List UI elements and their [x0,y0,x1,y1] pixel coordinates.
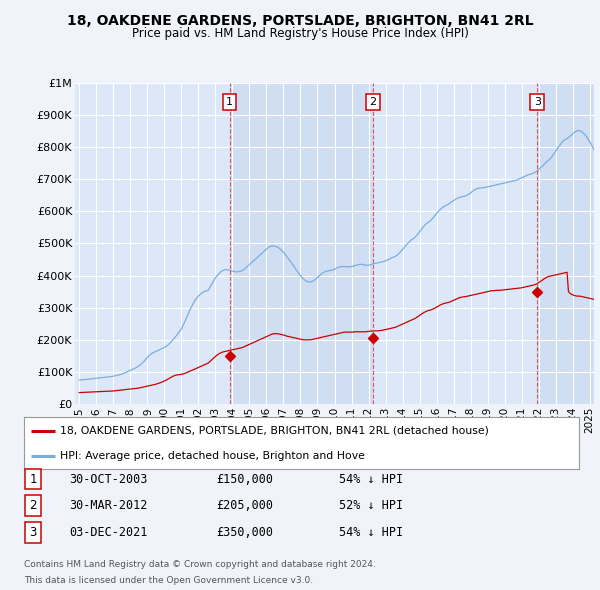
Text: 3: 3 [29,526,37,539]
Text: This data is licensed under the Open Government Licence v3.0.: This data is licensed under the Open Gov… [24,576,313,585]
Text: £350,000: £350,000 [216,526,273,539]
Text: 54% ↓ HPI: 54% ↓ HPI [339,473,403,486]
Text: HPI: Average price, detached house, Brighton and Hove: HPI: Average price, detached house, Brig… [60,451,365,461]
Text: £150,000: £150,000 [216,473,273,486]
Text: 30-OCT-2003: 30-OCT-2003 [69,473,148,486]
Bar [537,83,594,404]
Text: 52% ↓ HPI: 52% ↓ HPI [339,499,403,512]
Text: £205,000: £205,000 [216,499,273,512]
Bar [230,83,373,404]
Text: Price paid vs. HM Land Registry's House Price Index (HPI): Price paid vs. HM Land Registry's House … [131,27,469,40]
Text: 30-MAR-2012: 30-MAR-2012 [69,499,148,512]
Text: 18, OAKDENE GARDENS, PORTSLADE, BRIGHTON, BN41 2RL: 18, OAKDENE GARDENS, PORTSLADE, BRIGHTON… [67,14,533,28]
Text: 1: 1 [29,473,37,486]
Text: 03-DEC-2021: 03-DEC-2021 [69,526,148,539]
Text: Contains HM Land Registry data © Crown copyright and database right 2024.: Contains HM Land Registry data © Crown c… [24,559,376,569]
Text: 2: 2 [369,97,376,107]
Text: 2: 2 [29,499,37,512]
Text: 18, OAKDENE GARDENS, PORTSLADE, BRIGHTON, BN41 2RL (detached house): 18, OAKDENE GARDENS, PORTSLADE, BRIGHTON… [60,425,489,435]
Text: 3: 3 [534,97,541,107]
Text: 1: 1 [226,97,233,107]
Text: 54% ↓ HPI: 54% ↓ HPI [339,526,403,539]
